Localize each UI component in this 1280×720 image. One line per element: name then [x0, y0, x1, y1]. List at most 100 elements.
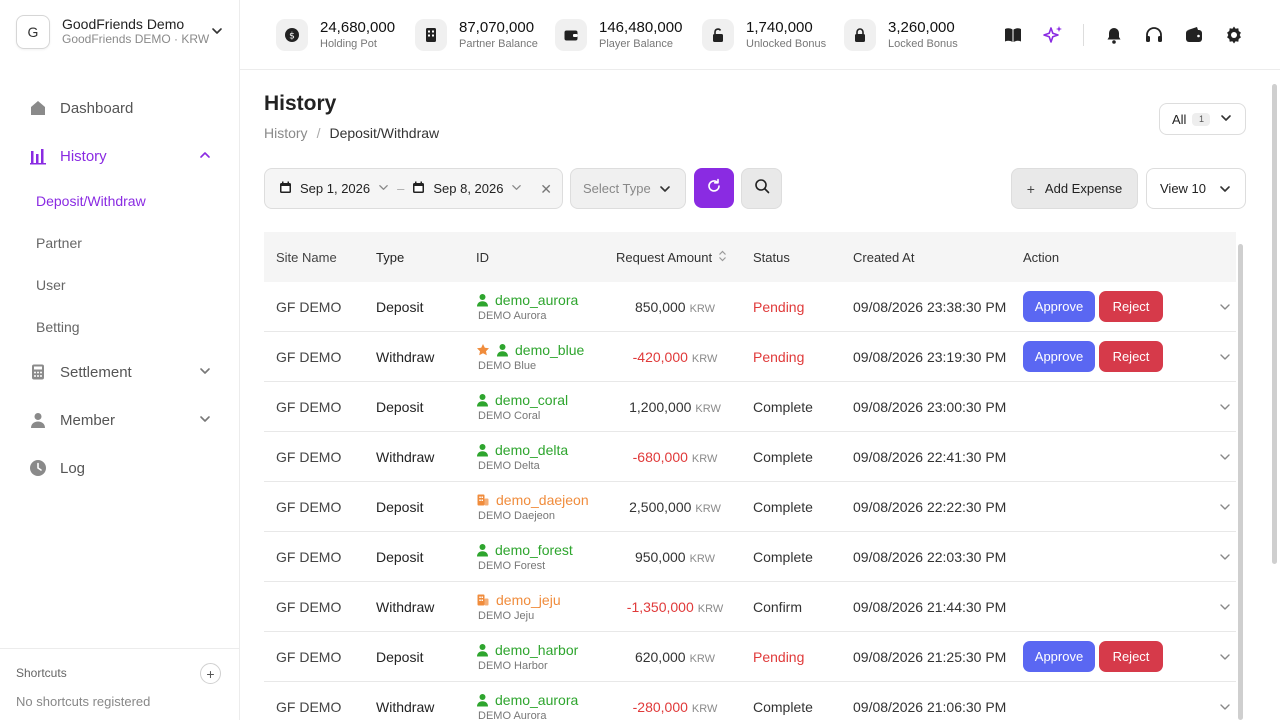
expand-row-chevron-icon[interactable] — [1219, 650, 1231, 666]
date-to-picker[interactable]: Sep 8, 2026 — [412, 181, 522, 197]
org-switcher[interactable]: G GoodFriends Demo GoodFriends DEMO · KR… — [16, 12, 224, 52]
view-count-label: View 10 — [1160, 181, 1207, 196]
amount-value: -1,350,000 — [626, 598, 694, 615]
amount-value: 620,000 — [634, 648, 686, 665]
refresh-icon — [706, 178, 722, 199]
table-row[interactable]: GF DEMO Deposit demo_harbor DEMO Harbor 620,… — [264, 632, 1236, 682]
shortcuts-panel: Shortcuts + No shortcuts registered — [0, 648, 240, 720]
status-text: Complete — [753, 548, 813, 565]
cell-created-at: 09/08/2026 23:00:30 PM — [853, 398, 1007, 415]
home-icon — [28, 98, 48, 118]
table-row[interactable]: GF DEMO Deposit demo_daejeon DEMO Daejeon 2,… — [264, 482, 1236, 532]
page-scrollbar[interactable] — [1272, 84, 1277, 564]
sidebar-item-settlement[interactable]: Settlement — [0, 348, 240, 396]
sidebar-subitem-user[interactable]: User — [36, 277, 66, 293]
expand-row-chevron-icon[interactable] — [1219, 450, 1231, 466]
reject-button[interactable]: Reject — [1099, 291, 1163, 322]
cell-created-at: 09/08/2026 22:03:30 PM — [853, 548, 1007, 565]
user-id-link[interactable]: demo_forest — [495, 542, 573, 558]
sidebar-item-history[interactable]: History — [0, 132, 240, 180]
date-from-picker[interactable]: Sep 1, 2026 — [279, 181, 389, 197]
expand-row-chevron-icon[interactable] — [1219, 400, 1231, 416]
sidebar-subitem-partner[interactable]: Partner — [36, 235, 82, 251]
chevron-down-icon[interactable] — [210, 24, 224, 43]
chevron-down-icon — [1220, 112, 1232, 127]
expand-row-chevron-icon[interactable] — [1219, 600, 1231, 616]
sidebar-subitem-betting[interactable]: Betting — [36, 319, 80, 335]
sidebar-item-label: Log — [60, 459, 86, 477]
bell-icon[interactable] — [1103, 24, 1125, 46]
clear-date-button[interactable]: ✕ — [540, 181, 552, 197]
stat-value: 24,680,000 — [320, 19, 396, 36]
cell-id: demo_aurora DEMO Aurora — [476, 691, 578, 720]
cell-type: Withdraw — [376, 348, 435, 365]
table-row[interactable]: GF DEMO Withdraw demo_jeju DEMO Jeju -1,350,… — [264, 582, 1236, 632]
table-row[interactable]: GF DEMO Withdraw demo_delta DEMO Delta -680,… — [264, 432, 1236, 482]
currency-label: KRW — [689, 302, 716, 315]
amount-value: -680,000 — [632, 448, 688, 465]
table-scrollbar[interactable] — [1238, 244, 1243, 720]
cell-created-at: 09/08/2026 22:22:30 PM — [853, 498, 1007, 515]
unlock-icon — [702, 19, 734, 51]
table-row[interactable]: GF DEMO Withdraw demo_aurora DEMO Aurora -28… — [264, 682, 1236, 720]
user-id-link[interactable]: demo_aurora — [495, 292, 579, 308]
header-request-amount[interactable]: Request Amount — [616, 250, 727, 265]
clock-icon — [28, 458, 48, 478]
expand-row-chevron-icon[interactable] — [1219, 700, 1231, 716]
cell-type: Withdraw — [376, 448, 435, 465]
sidebar-item-member[interactable]: Member — [0, 396, 240, 444]
sidebar-item-log[interactable]: Log — [0, 444, 240, 492]
search-button[interactable] — [741, 168, 782, 209]
table-row[interactable]: GF DEMO Deposit demo_forest DEMO Forest 950,… — [264, 532, 1236, 582]
cell-request-amount: -680,000 KRW — [616, 449, 734, 465]
book-icon[interactable] — [1002, 24, 1024, 46]
view-count-dropdown[interactable]: View 10 — [1146, 168, 1246, 209]
wallet-icon[interactable] — [1183, 24, 1205, 46]
add-expense-button[interactable]: + Add Expense — [1011, 168, 1138, 209]
user-display-name: DEMO Daejeon — [478, 510, 556, 522]
user-id-link[interactable]: demo_daejeon — [496, 492, 589, 508]
user-id-link[interactable]: demo_delta — [495, 442, 569, 458]
user-id-link[interactable]: demo_harbor — [495, 642, 579, 658]
sidebar-nav: Dashboard History Deposit/Withdraw Partn… — [0, 84, 240, 492]
currency-label: KRW — [691, 452, 718, 465]
sparkles-icon[interactable] — [1042, 24, 1064, 46]
table-row[interactable]: GF DEMO Deposit demo_coral DEMO Coral 1,200,… — [264, 382, 1236, 432]
user-icon — [476, 643, 489, 657]
expand-row-chevron-icon[interactable] — [1219, 300, 1231, 316]
date-range-separator: – — [397, 181, 405, 196]
currency-label: KRW — [691, 702, 718, 715]
user-icon — [476, 393, 489, 407]
approve-button[interactable]: Approve — [1023, 341, 1095, 372]
user-id-link[interactable]: demo_blue — [515, 342, 585, 358]
table-row[interactable]: GF DEMO Deposit demo_aurora DEMO Aurora 850,… — [264, 282, 1236, 332]
expand-row-chevron-icon[interactable] — [1219, 350, 1231, 366]
all-filter-dropdown[interactable]: All 1 — [1159, 103, 1246, 135]
reject-button[interactable]: Reject — [1099, 341, 1163, 372]
gear-icon[interactable] — [1223, 24, 1245, 46]
add-shortcut-button[interactable]: + — [200, 663, 221, 684]
approve-button[interactable]: Approve — [1023, 641, 1095, 672]
cell-created-at: 09/08/2026 23:19:30 PM — [853, 348, 1007, 365]
table-row[interactable]: GF DEMO Withdraw demo_blue DEMO Blue -420,00… — [264, 332, 1236, 382]
expand-row-chevron-icon[interactable] — [1219, 550, 1231, 566]
reject-button[interactable]: Reject — [1099, 641, 1163, 672]
cell-type: Withdraw — [376, 698, 435, 715]
org-name: GoodFriends Demo — [62, 16, 185, 32]
headset-icon[interactable] — [1143, 24, 1165, 46]
sidebar-subitem-deposit-withdraw[interactable]: Deposit/Withdraw — [36, 193, 146, 209]
user-icon — [476, 443, 489, 457]
stat-label: Locked Bonus — [888, 38, 958, 50]
approve-button[interactable]: Approve — [1023, 291, 1095, 322]
amount-value: -280,000 — [632, 698, 688, 715]
user-id-link[interactable]: demo_aurora — [495, 692, 579, 708]
select-type-dropdown[interactable]: Select Type — [570, 168, 686, 209]
refresh-button[interactable] — [694, 168, 734, 208]
user-id-link[interactable]: demo_jeju — [496, 592, 561, 608]
sidebar-item-dashboard[interactable]: Dashboard — [0, 84, 240, 132]
date-range-picker: Sep 1, 2026 – Sep 8, 2026 ✕ — [264, 168, 563, 209]
breadcrumb-parent[interactable]: History — [264, 125, 308, 141]
expand-row-chevron-icon[interactable] — [1219, 500, 1231, 516]
header-site-name: Site Name — [276, 249, 337, 265]
user-id-link[interactable]: demo_coral — [495, 392, 569, 408]
